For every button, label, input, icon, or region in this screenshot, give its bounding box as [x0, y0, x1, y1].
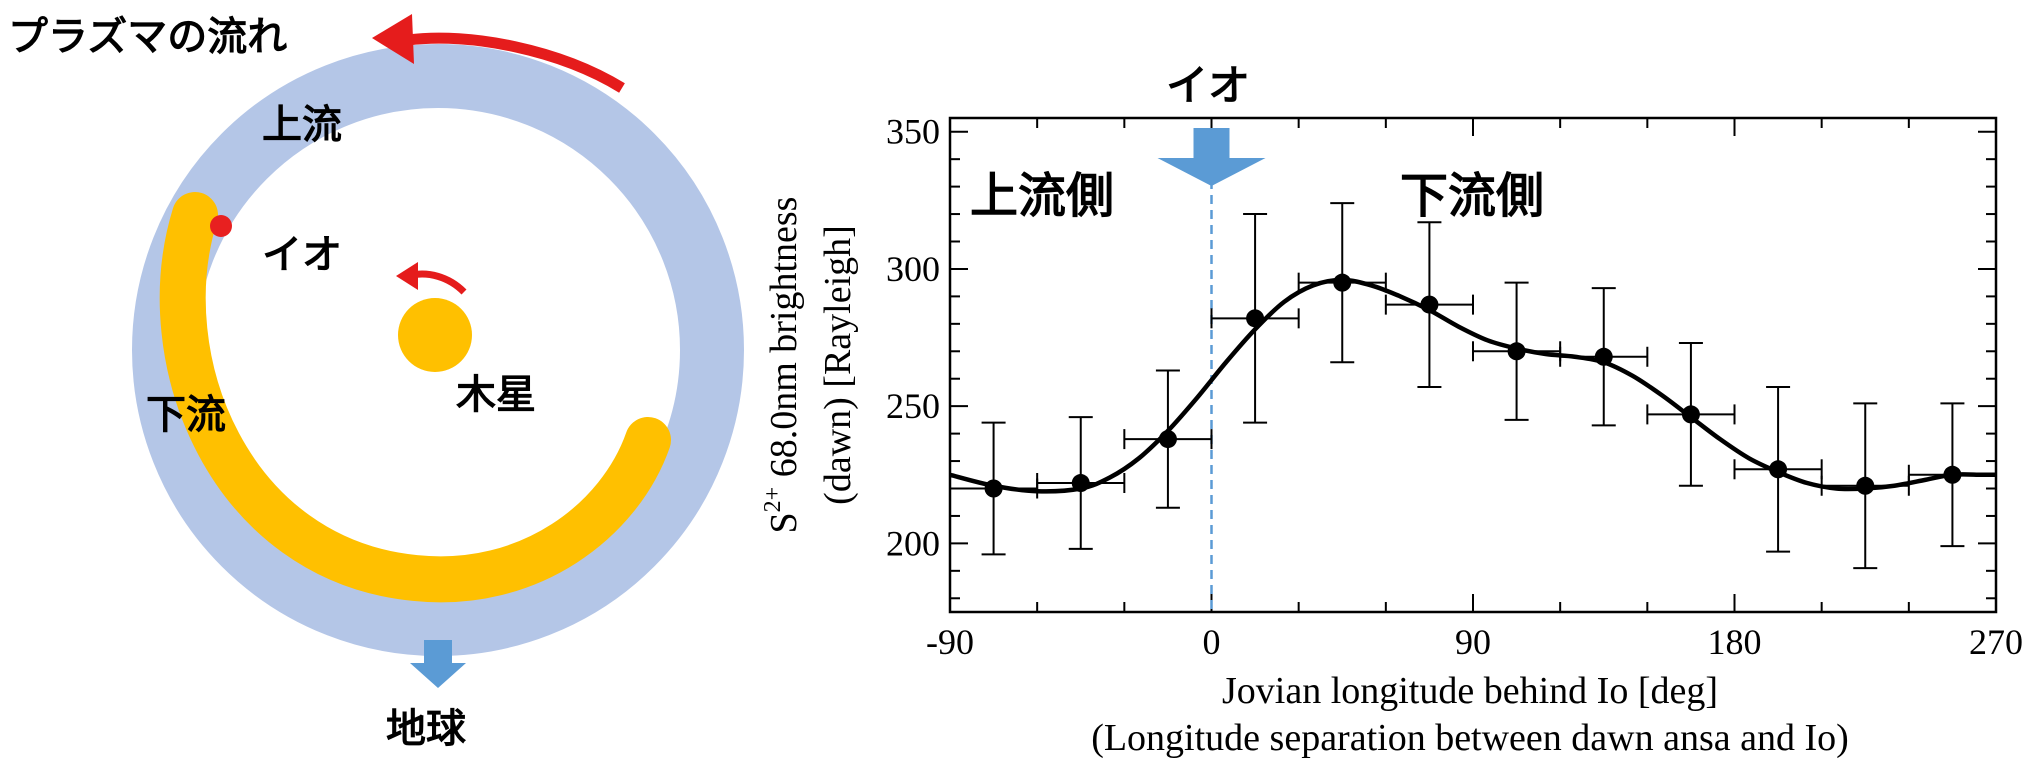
- io-marker-label: イオ: [1166, 61, 1250, 110]
- y-axis-label: S2+ 68.0nm brightness: [760, 197, 805, 534]
- chart-upstream-label: 上流側: [970, 168, 1114, 224]
- plasma-flow-label: プラズマの流れ: [8, 14, 287, 60]
- jupiter-rotation-arrowhead: [396, 262, 418, 290]
- data-point: [1507, 342, 1526, 361]
- data-point: [1681, 405, 1700, 424]
- brightness-chart: -90 0 90 180 270 200 250 300 350 イオ 上流側 下流側 Jovi…: [760, 61, 2023, 759]
- error-bars: [950, 202, 1996, 570]
- upstream-label: 上流: [262, 102, 342, 148]
- x-tick-label: 90: [1455, 622, 1491, 662]
- data-point: [1246, 309, 1265, 328]
- data-points: [984, 273, 1962, 498]
- io-plasma-tail: [159, 192, 671, 603]
- x-axis-label: Jovian longitude behind Io [deg]: [1222, 670, 1718, 712]
- downstream-label: 下流: [146, 392, 226, 438]
- data-point: [1071, 474, 1090, 493]
- jupiter-rotation-arrow-shaft: [411, 270, 467, 295]
- chart-downstream-label: 下流側: [1400, 168, 1544, 224]
- data-point: [1943, 465, 1962, 484]
- data-point: [984, 479, 1003, 498]
- x-tick-label: 180: [1708, 622, 1762, 662]
- data-point: [1158, 430, 1177, 449]
- x-tick-label: -90: [926, 622, 974, 662]
- data-point: [1769, 460, 1788, 479]
- axis-ticks: [949, 118, 1997, 612]
- x-tick-label: 0: [1203, 622, 1221, 662]
- svg-text:S2+ 68.0nm brightness: S2+ 68.0nm brightness: [760, 197, 805, 534]
- data-point: [1594, 347, 1613, 366]
- y-axis-sublabel: (dawn) [Rayleigh]: [817, 225, 859, 505]
- data-point: [1856, 476, 1875, 495]
- io-torus-diagram: プラズマの流れ 上流 イオ 木星 下流 地球: [8, 14, 744, 752]
- earth-direction-arrow: [410, 640, 466, 688]
- jupiter-disc: [398, 298, 472, 372]
- io-position-arrow: [1157, 128, 1266, 186]
- tick-labels: -90 0 90 180 270 200 250 300 350: [886, 112, 2023, 662]
- plasma-flow-arrow-shaft: [407, 32, 625, 93]
- y-tick-label: 300: [886, 249, 940, 289]
- svg-text:(dawn) [Rayleigh]: (dawn) [Rayleigh]: [817, 225, 859, 505]
- y-tick-label: 350: [886, 112, 940, 152]
- jupiter-label: 木星: [456, 372, 536, 418]
- y-tick-label: 200: [886, 523, 940, 563]
- x-axis-sublabel: (Longitude separation between dawn ansa …: [1091, 717, 1849, 759]
- data-point: [1333, 273, 1352, 292]
- y-tick-label: 250: [886, 386, 940, 426]
- plasma-flow-arrowhead: [372, 14, 414, 64]
- io-dot: [210, 215, 232, 237]
- data-point: [1420, 295, 1439, 314]
- earth-label: 地球: [386, 706, 467, 752]
- io-label: イオ: [262, 232, 342, 278]
- x-tick-label: 270: [1969, 622, 2023, 662]
